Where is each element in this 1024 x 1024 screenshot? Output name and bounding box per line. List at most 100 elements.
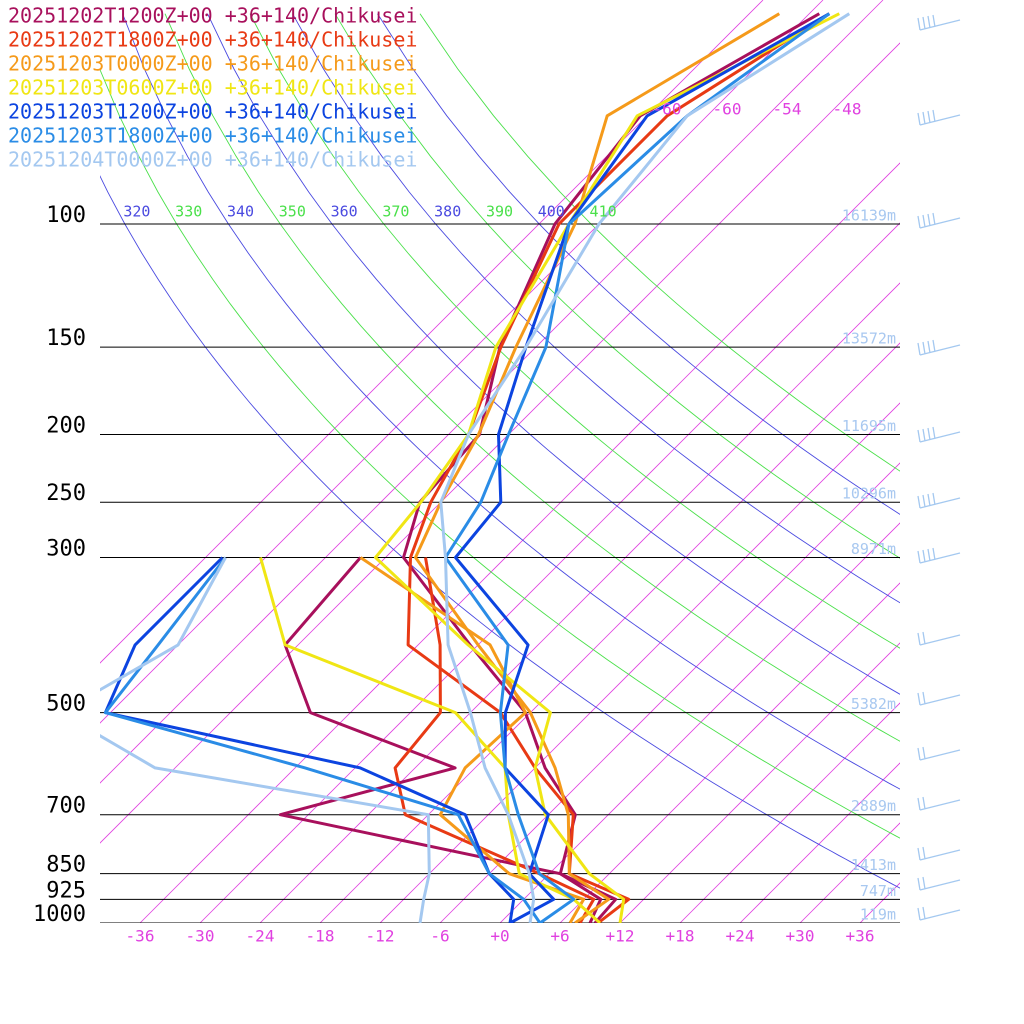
temperature-line (414, 12, 781, 923)
isotherm (379, 402, 900, 923)
x-tick-label: +24 (726, 927, 755, 946)
wind-barb (917, 631, 961, 646)
x-tick-label: -24 (246, 927, 275, 946)
wind-barb (917, 14, 961, 31)
legend-entry: 20251203T0600Z+00 +36+140/Chikusei (8, 76, 417, 100)
y-tick-label: 925 (46, 878, 86, 903)
height-label: 747m (860, 882, 896, 900)
x-tick-label: +0 (490, 927, 509, 946)
isotherm (499, 522, 900, 923)
x-tick-label: +30 (786, 927, 815, 946)
theta-label: 400 (538, 203, 565, 221)
isotherm (139, 162, 900, 923)
temperature-line (444, 12, 831, 923)
dewpoint-line (393, 557, 596, 923)
dry-adiabat (122, 13, 900, 790)
theta-label: 370 (382, 203, 409, 221)
wind-barbs (917, 14, 961, 921)
height-label: 119m (860, 906, 896, 924)
x-tick-label: -18 (306, 927, 335, 946)
wind-barb (917, 492, 961, 509)
y-tick-label: 850 (46, 853, 86, 878)
legend-entry: 20251202T1200Z+00 +36+140/Chikusei (8, 4, 417, 28)
y-tick-label: 100 (46, 203, 86, 228)
wind-barb (917, 796, 961, 811)
dewpoint-line (103, 556, 516, 923)
y-tick-label: 500 (46, 692, 86, 717)
dewpoint-line (359, 556, 586, 923)
dry-adiabat (419, 13, 900, 472)
isotherm (100, 0, 824, 724)
isotherm (439, 462, 900, 923)
wind-barb (917, 691, 961, 706)
isotherm (100, 42, 900, 844)
wind-barb (917, 746, 961, 761)
dry-adiabat (164, 13, 900, 742)
y-tick-label: 300 (46, 537, 86, 562)
dewpoint-line (103, 556, 542, 923)
theta-label: 340 (227, 203, 254, 221)
height-label: 10296m (842, 485, 896, 503)
y-tick-label: 1000 (33, 902, 86, 927)
wind-barb (917, 212, 961, 229)
dewpoint-line (278, 556, 603, 923)
isotherm-label: -60 (653, 100, 682, 119)
theta-label: 410 (590, 203, 617, 221)
height-label: 11695m (842, 417, 896, 435)
height-label: 1413m (851, 856, 896, 874)
height-label: 13572m (842, 330, 896, 348)
legend-entry: 20251203T1200Z+00 +36+140/Chikusei (8, 100, 417, 124)
x-tick-label: +6 (550, 927, 569, 946)
wind-barb (917, 876, 961, 891)
x-tick-label: +18 (666, 927, 695, 946)
legend-entry: 20251203T1800Z+00 +36+140/Chikusei (8, 124, 417, 148)
x-tick-label: -12 (366, 927, 395, 946)
dry-adiabat (100, 68, 900, 839)
legend-entry: 20251202T1800Z+00 +36+140/Chikusei (8, 28, 417, 52)
isotherm (619, 642, 900, 923)
isotherm (739, 762, 900, 923)
x-tick-label: -36 (126, 927, 155, 946)
wind-barb (917, 339, 961, 356)
theta-label: 360 (331, 203, 358, 221)
y-tick-label: 150 (46, 326, 86, 351)
labels: -36 -30 -24 -18 -12 -6 +0 +6 +12 +18 +24 +30 +36 -60 -… (8, 4, 896, 946)
wind-barb (917, 109, 961, 126)
temperature-line (454, 12, 831, 923)
isotherm (199, 222, 900, 923)
height-label: 5382m (851, 695, 896, 713)
isotherm-label: -60 (713, 100, 742, 119)
height-label: 8971m (851, 540, 896, 558)
isotherm (319, 342, 900, 923)
y-tick-label: 200 (46, 413, 86, 438)
dry-adiabat (292, 13, 900, 604)
theta-label: 330 (175, 203, 202, 221)
temperature-line (402, 12, 821, 923)
x-tick-label: -30 (186, 927, 215, 946)
dewpoint-line (100, 556, 431, 923)
legend-entry: 20251203T0000Z+00 +36+140/Chikusei (8, 52, 417, 76)
legend-entry: 20251204T0000Z+00 +36+140/Chikusei (8, 148, 417, 172)
wind-barb (917, 547, 961, 564)
isotherm (559, 582, 900, 923)
isotherm-label: -48 (833, 100, 862, 119)
dry-adiabat (207, 13, 900, 695)
theta-label: 350 (279, 203, 306, 221)
isotherm (259, 282, 900, 923)
theta-label: 320 (123, 203, 150, 221)
profiles (100, 12, 851, 923)
wind-barb (917, 846, 961, 861)
temperature-line (374, 12, 840, 923)
dry-adiabat (377, 13, 900, 515)
theta-label: 390 (486, 203, 513, 221)
wind-barb (917, 906, 961, 921)
theta-label: 380 (434, 203, 461, 221)
y-tick-label: 250 (46, 481, 86, 506)
height-label: 2889m (851, 797, 896, 815)
isotherm (679, 702, 900, 923)
isotherm (859, 882, 900, 923)
dry-adiabat (334, 13, 900, 559)
isotherm (799, 822, 900, 923)
